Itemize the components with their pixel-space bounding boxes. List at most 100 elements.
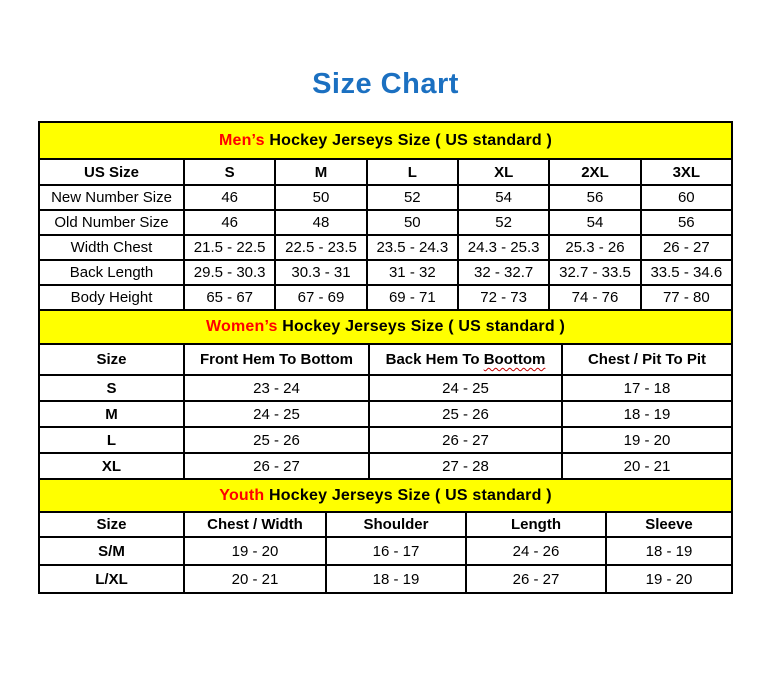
mens-cell: 50 xyxy=(274,184,368,211)
womens-row-label: XL xyxy=(38,452,185,480)
mens-cell: 21.5 - 22.5 xyxy=(182,234,277,261)
mens-cell: 31 - 32 xyxy=(365,259,459,286)
womens-cell: 25 - 26 xyxy=(368,400,563,428)
youth-cell: 24 - 26 xyxy=(465,536,607,566)
misspelled-word: Boottom xyxy=(483,351,546,368)
mens-cell: 23.5 - 24.3 xyxy=(365,234,459,261)
youth-cell: 19 - 20 xyxy=(605,564,733,594)
mens-cell: 25.3 - 26 xyxy=(548,234,642,261)
womens-cell: 26 - 27 xyxy=(183,452,370,480)
mens-column-header: XL xyxy=(456,158,551,186)
womens-cell: 23 - 24 xyxy=(183,374,370,402)
mens-cell: 54 xyxy=(456,184,551,211)
womens-banner-highlight: Women’s xyxy=(206,318,278,335)
mens-table-row: Old Number Size 46 48 50 52 54 56 xyxy=(38,209,734,236)
womens-column-header: Chest / Pit To Pit xyxy=(561,343,733,376)
womens-cell: 27 - 28 xyxy=(368,452,563,480)
mens-cell: 48 xyxy=(274,209,368,236)
womens-cell: 25 - 26 xyxy=(183,426,370,454)
mens-section-banner: Men’s Hockey Jerseys Size ( US standard … xyxy=(38,121,733,160)
mens-column-header: 2XL xyxy=(548,158,642,186)
youth-cell: 26 - 27 xyxy=(465,564,607,594)
womens-column-header: Front Hem To Bottom xyxy=(183,343,370,376)
mens-column-header: L xyxy=(365,158,459,186)
womens-cell: 18 - 19 xyxy=(561,400,733,428)
youth-column-header: Length xyxy=(465,511,607,538)
womens-cell: 24 - 25 xyxy=(368,374,563,402)
mens-banner-text: Hockey Jerseys Size ( US standard ) xyxy=(264,131,553,149)
youth-cell: 16 - 17 xyxy=(325,536,467,566)
mens-cell: 32.7 - 33.5 xyxy=(548,259,642,286)
youth-column-header: Sleeve xyxy=(605,511,733,538)
womens-table-row: S 23 - 24 24 - 25 17 - 18 xyxy=(38,374,733,402)
mens-cell: 52 xyxy=(365,184,459,211)
youth-row-label: S/M xyxy=(38,536,185,566)
womens-cell: 19 - 20 xyxy=(561,426,733,454)
womens-cell: 17 - 18 xyxy=(561,374,733,402)
youth-cell: 20 - 21 xyxy=(183,564,327,594)
mens-cell: 46 xyxy=(182,184,277,211)
youth-banner-text: Hockey Jerseys Size ( US standard ) xyxy=(264,486,552,504)
mens-table-row: Body Height 65 - 67 67 - 69 69 - 71 72 - 73 7… xyxy=(38,284,734,311)
youth-cell: 18 - 19 xyxy=(605,536,733,566)
mens-cell: 26 - 27 xyxy=(639,234,734,261)
youth-cell: 19 - 20 xyxy=(183,536,327,566)
womens-row-label: S xyxy=(38,374,185,402)
womens-cell: 26 - 27 xyxy=(368,426,563,454)
womens-column-header: Size xyxy=(38,343,185,376)
mens-cell: 54 xyxy=(548,209,642,236)
mens-row-label: Back Length xyxy=(38,259,185,286)
womens-column-header: Back Hem To Boottom xyxy=(368,343,563,376)
womens-section-banner: Women’s Hockey Jerseys Size ( US standar… xyxy=(38,309,733,345)
mens-table-row: New Number Size 46 50 52 54 56 60 xyxy=(38,184,734,211)
mens-row-label: Width Chest xyxy=(38,234,185,261)
page-title: Size Chart xyxy=(312,68,459,100)
mens-row-label: Body Height xyxy=(38,284,185,311)
mens-row-label: Old Number Size xyxy=(38,209,185,236)
mens-cell: 22.5 - 23.5 xyxy=(274,234,368,261)
womens-cell: 20 - 21 xyxy=(561,452,733,480)
mens-cell: 72 - 73 xyxy=(456,284,551,311)
mens-cell: 24.3 - 25.3 xyxy=(456,234,551,261)
mens-cell: 56 xyxy=(548,184,642,211)
youth-section-banner: Youth Hockey Jerseys Size ( US standard … xyxy=(38,478,733,513)
youth-table-row: S/M 19 - 20 16 - 17 24 - 26 18 - 19 xyxy=(38,536,733,566)
mens-cell: 74 - 76 xyxy=(548,284,642,311)
mens-cell: 52 xyxy=(456,209,551,236)
womens-row-label: L xyxy=(38,426,185,454)
mens-size-table: Men’s Hockey Jerseys Size ( US standard … xyxy=(38,121,734,311)
mens-cell: 67 - 69 xyxy=(274,284,368,311)
mens-row-label: New Number Size xyxy=(38,184,185,211)
mens-cell: 77 - 80 xyxy=(639,284,734,311)
youth-column-header: Chest / Width xyxy=(183,511,327,538)
youth-column-header: Shoulder xyxy=(325,511,467,538)
womens-cell: 24 - 25 xyxy=(183,400,370,428)
mens-column-header: 3XL xyxy=(639,158,734,186)
mens-cell: 46 xyxy=(182,209,277,236)
youth-banner-highlight: Youth xyxy=(219,486,265,504)
mens-banner-highlight: Men’s xyxy=(218,131,265,149)
mens-column-header: S xyxy=(182,158,277,186)
mens-column-header: M xyxy=(274,158,368,186)
youth-column-header: Size xyxy=(38,511,185,538)
mens-cell: 32 - 32.7 xyxy=(456,259,551,286)
mens-column-header: US Size xyxy=(38,158,185,186)
womens-size-table: Women’s Hockey Jerseys Size ( US standar… xyxy=(38,309,733,480)
womens-table-row: L 25 - 26 26 - 27 19 - 20 xyxy=(38,426,733,454)
mens-cell: 60 xyxy=(639,184,734,211)
womens-table-row: XL 26 - 27 27 - 28 20 - 21 xyxy=(38,452,733,480)
womens-table-row: M 24 - 25 25 - 26 18 - 19 xyxy=(38,400,733,428)
mens-cell: 56 xyxy=(639,209,734,236)
mens-table-row: Width Chest 21.5 - 22.5 22.5 - 23.5 23.5 - … xyxy=(38,234,734,261)
womens-banner-text: Hockey Jerseys Size ( US standard ) xyxy=(277,318,565,335)
youth-row-label: L/XL xyxy=(38,564,185,594)
youth-size-table: Youth Hockey Jerseys Size ( US standard … xyxy=(38,478,733,594)
mens-cell: 29.5 - 30.3 xyxy=(182,259,277,286)
youth-cell: 18 - 19 xyxy=(325,564,467,594)
mens-cell: 65 - 67 xyxy=(182,284,277,311)
mens-cell: 50 xyxy=(365,209,459,236)
mens-cell: 30.3 - 31 xyxy=(274,259,368,286)
mens-table-row: Back Length 29.5 - 30.3 30.3 - 31 31 - 32 32… xyxy=(38,259,734,286)
womens-row-label: M xyxy=(38,400,185,428)
